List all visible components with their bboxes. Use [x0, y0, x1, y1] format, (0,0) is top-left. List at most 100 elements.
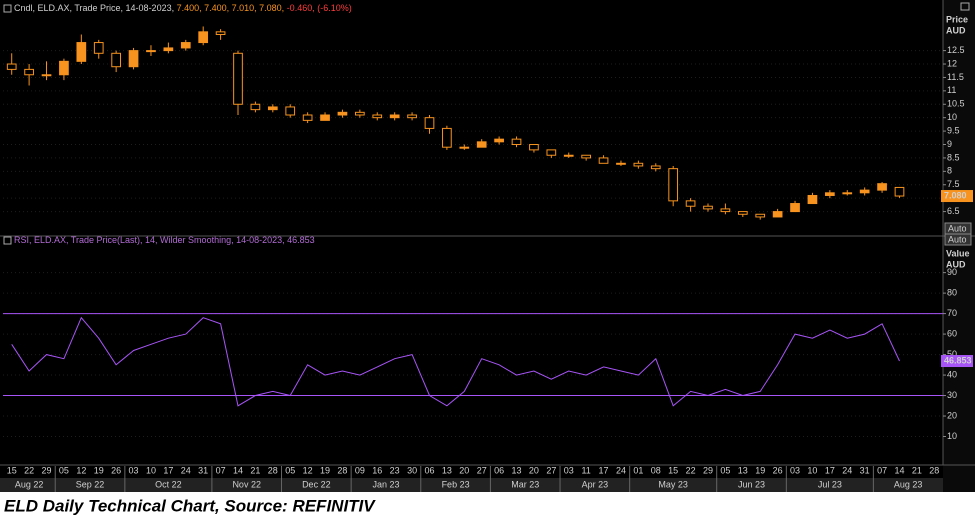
x-tick-label: 31 [198, 465, 208, 475]
candle-body [650, 165, 661, 170]
y-tick-label: 20 [947, 410, 957, 420]
x-tick-label: 13 [512, 465, 522, 475]
x-tick-label: 06 [424, 465, 434, 475]
candle-body [180, 42, 191, 49]
candle-body [720, 208, 731, 213]
x-tick-label: 28 [929, 465, 939, 475]
x-tick-label: 26 [773, 465, 783, 475]
month-label: Aug 22 [15, 479, 44, 489]
candle-body [424, 117, 435, 129]
x-tick-label: 15 [7, 465, 17, 475]
x-tick-label: 29 [42, 465, 52, 475]
candle-body [337, 111, 348, 116]
month-label: Aug 23 [894, 479, 923, 489]
x-tick-label: 27 [477, 465, 487, 475]
x-tick-label: 22 [24, 465, 34, 475]
candle-body [476, 141, 487, 148]
auto-button[interactable] [944, 233, 972, 246]
panel-header: Cndl, ELD.AX, Trade Price, 14-08-2023, 7… [14, 3, 352, 13]
x-tick-label: 24 [616, 465, 626, 475]
y-tick-label: 8.5 [947, 152, 960, 162]
candle-body [859, 189, 870, 194]
last-value-box [941, 190, 973, 203]
x-tick-label: 19 [755, 465, 765, 475]
x-tick-label: 15 [668, 465, 678, 475]
candle-body [163, 47, 174, 52]
y-tick-label: 10 [947, 112, 957, 122]
x-tick-label: 10 [146, 465, 156, 475]
x-tick-label: 10 [807, 465, 817, 475]
header-part: Cndl, ELD.AX, Trade Price, 14-08-2023, [14, 3, 177, 13]
candle-body [790, 203, 800, 213]
x-tick-label: 21 [250, 465, 260, 475]
candle-body [529, 144, 539, 151]
candle-body [76, 42, 87, 62]
header-icon [3, 236, 12, 245]
y-tick-label: 10.5 [947, 99, 965, 109]
panel-icon [960, 2, 970, 11]
candle-body [703, 205, 713, 210]
x-tick-label: 27 [546, 465, 556, 475]
auto-button-label[interactable]: Auto [948, 223, 967, 233]
x-tick-label: 19 [94, 465, 104, 475]
candle-body [877, 183, 887, 191]
last-value-box [941, 355, 973, 368]
caption: ELD Daily Technical Chart, Source: REFIN… [4, 496, 376, 515]
candle-body [807, 194, 818, 205]
candle-body [685, 200, 696, 207]
candle-body [668, 168, 679, 202]
x-tick-label: 05 [720, 465, 730, 475]
month-label: Dec 22 [302, 479, 331, 489]
month-label: Sep 22 [76, 479, 105, 489]
x-tick-label: 01 [633, 465, 643, 475]
candle-body [285, 106, 296, 116]
x-tick-label: 17 [163, 465, 173, 475]
x-tick-label: 29 [703, 465, 713, 475]
candle-body [755, 213, 766, 218]
x-tick-label: 03 [129, 465, 139, 475]
candle-body [563, 154, 574, 157]
x-tick-label: 14 [233, 465, 243, 475]
y-tick-label: 11.5 [947, 72, 964, 82]
auto-button-label[interactable]: Auto [948, 234, 967, 244]
candle-body [250, 103, 261, 111]
month-label: Jun 23 [738, 479, 765, 489]
x-tick-label: 20 [529, 465, 539, 475]
candle-body [355, 111, 365, 116]
y-tick-label: 60 [947, 328, 957, 338]
month-label: Nov 22 [232, 479, 261, 489]
candle-body [372, 114, 383, 119]
background [0, 0, 975, 492]
x-tick-label: 05 [285, 465, 295, 475]
x-tick-label: 14 [894, 465, 904, 475]
candle-body [616, 162, 626, 165]
x-tick-label: 05 [59, 465, 69, 475]
x-tick-label: 12 [303, 465, 313, 475]
x-tick-label: 21 [912, 465, 922, 475]
x-tick-label: 06 [494, 465, 504, 475]
rsi-line [11, 316, 900, 407]
header-icon [3, 4, 12, 13]
axis-label: Price [946, 14, 968, 24]
x-tick-label: 13 [738, 465, 748, 475]
candle-body [633, 162, 644, 167]
month-label: Mar 23 [511, 479, 539, 489]
x-tick-label: 13 [442, 465, 452, 475]
x-tick-label: 22 [686, 465, 696, 475]
candle-body [442, 127, 452, 148]
right-axis-area [943, 0, 975, 492]
x-tick-label: 19 [320, 465, 330, 475]
y-tick-label: 12.5 [947, 45, 965, 55]
candle-body [598, 157, 609, 164]
candle-body [128, 50, 139, 68]
last-value-label: 7.080 [944, 190, 967, 200]
candle-body [494, 138, 504, 143]
month-row [0, 478, 943, 492]
candle-body [6, 63, 17, 70]
month-label: Apr 23 [582, 479, 609, 489]
x-tick-label: 23 [390, 465, 400, 475]
candle-body [41, 74, 52, 77]
x-tick-label: 07 [216, 465, 226, 475]
candle-body [772, 211, 783, 218]
